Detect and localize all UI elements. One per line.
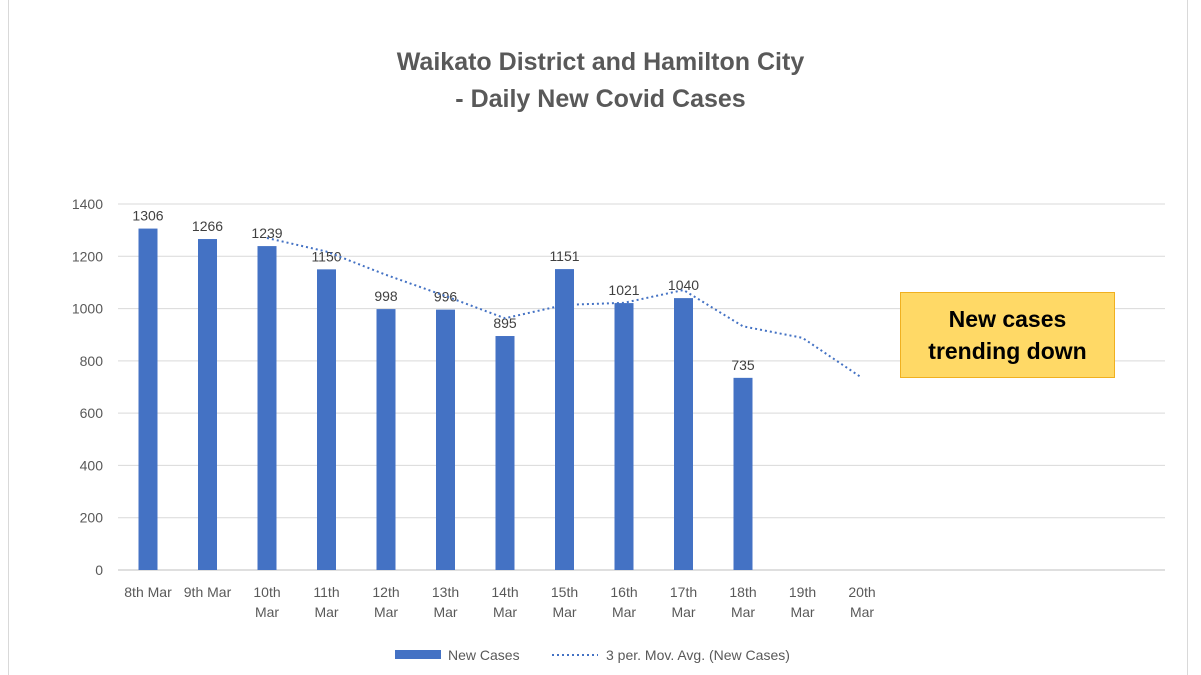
y-tick-label: 400 (80, 457, 104, 473)
chart-title: Waikato District and Hamilton City - Dai… (0, 44, 1201, 118)
x-tick-label: Mar (433, 604, 457, 620)
bar-data-label: 1040 (668, 277, 699, 293)
chart-frame (8, 0, 1188, 675)
bar (555, 269, 574, 570)
y-tick-label: 800 (80, 353, 104, 369)
x-tick-label: 17th (670, 584, 697, 600)
x-tick-label: 19th (789, 584, 816, 600)
y-tick-label: 1200 (72, 248, 103, 264)
y-tick-label: 1000 (72, 301, 103, 317)
x-tick-label: 10th (253, 584, 280, 600)
bar-data-label: 998 (374, 288, 398, 304)
x-tick-label: 11th (313, 584, 339, 600)
annotation-line1: New cases (948, 306, 1067, 332)
x-tick-label: Mar (671, 604, 695, 620)
x-tick-label: 15th (551, 584, 578, 600)
bar (376, 309, 396, 570)
x-tick-label: Mar (552, 604, 576, 620)
bar-data-label: 1266 (192, 218, 223, 234)
bar-data-label: 1150 (311, 248, 341, 264)
chart-title-line2: - Daily New Covid Cases (455, 85, 746, 113)
x-tick-label: 20th (848, 584, 875, 600)
bar-data-label: 1306 (132, 208, 163, 224)
bar-data-label: 1239 (251, 225, 282, 241)
bar (495, 336, 515, 570)
bar (436, 309, 455, 570)
bar (674, 298, 693, 570)
x-tick-label: 13th (432, 584, 459, 600)
bar (257, 246, 277, 570)
bar (317, 269, 336, 570)
x-tick-label: Mar (850, 604, 874, 620)
y-tick-label: 200 (80, 510, 104, 526)
chart-title-line1: Waikato District and Hamilton City (396, 48, 805, 76)
x-tick-label: Mar (314, 604, 338, 620)
legend-label-moving-average: 3 per. Mov. Avg. (New Cases) (606, 647, 790, 663)
x-tick-label: Mar (731, 604, 755, 620)
x-tick-label: Mar (374, 604, 398, 620)
x-tick-label: 14th (491, 584, 518, 600)
trend-annotation-callout: New cases trending down (900, 292, 1115, 378)
x-tick-label: Mar (255, 604, 279, 620)
y-tick-label: 0 (95, 562, 103, 578)
annotation-line2: trending down (928, 338, 1087, 364)
bar (733, 377, 753, 570)
bar (198, 239, 217, 570)
bar-data-label: 1151 (549, 248, 579, 264)
x-tick-label: 16th (610, 584, 637, 600)
bar-data-label: 895 (493, 315, 517, 331)
y-tick-label: 1400 (72, 196, 103, 212)
legend-label-new-cases: New Cases (448, 647, 520, 663)
x-tick-label: 9th Mar (184, 584, 232, 600)
x-tick-label: Mar (612, 604, 636, 620)
x-tick-label: 8th Mar (124, 584, 172, 600)
x-tick-label: Mar (493, 604, 517, 620)
y-tick-label: 600 (80, 405, 104, 421)
x-tick-label: 18th (729, 584, 756, 600)
legend-swatch-new-cases (395, 650, 441, 659)
x-tick-label: 12th (372, 584, 399, 600)
bar (138, 228, 158, 570)
bar (614, 303, 634, 570)
bar-data-label: 735 (731, 357, 755, 373)
bar-data-label: 996 (434, 289, 458, 305)
bar-data-label: 1021 (608, 282, 639, 298)
x-tick-label: Mar (790, 604, 814, 620)
